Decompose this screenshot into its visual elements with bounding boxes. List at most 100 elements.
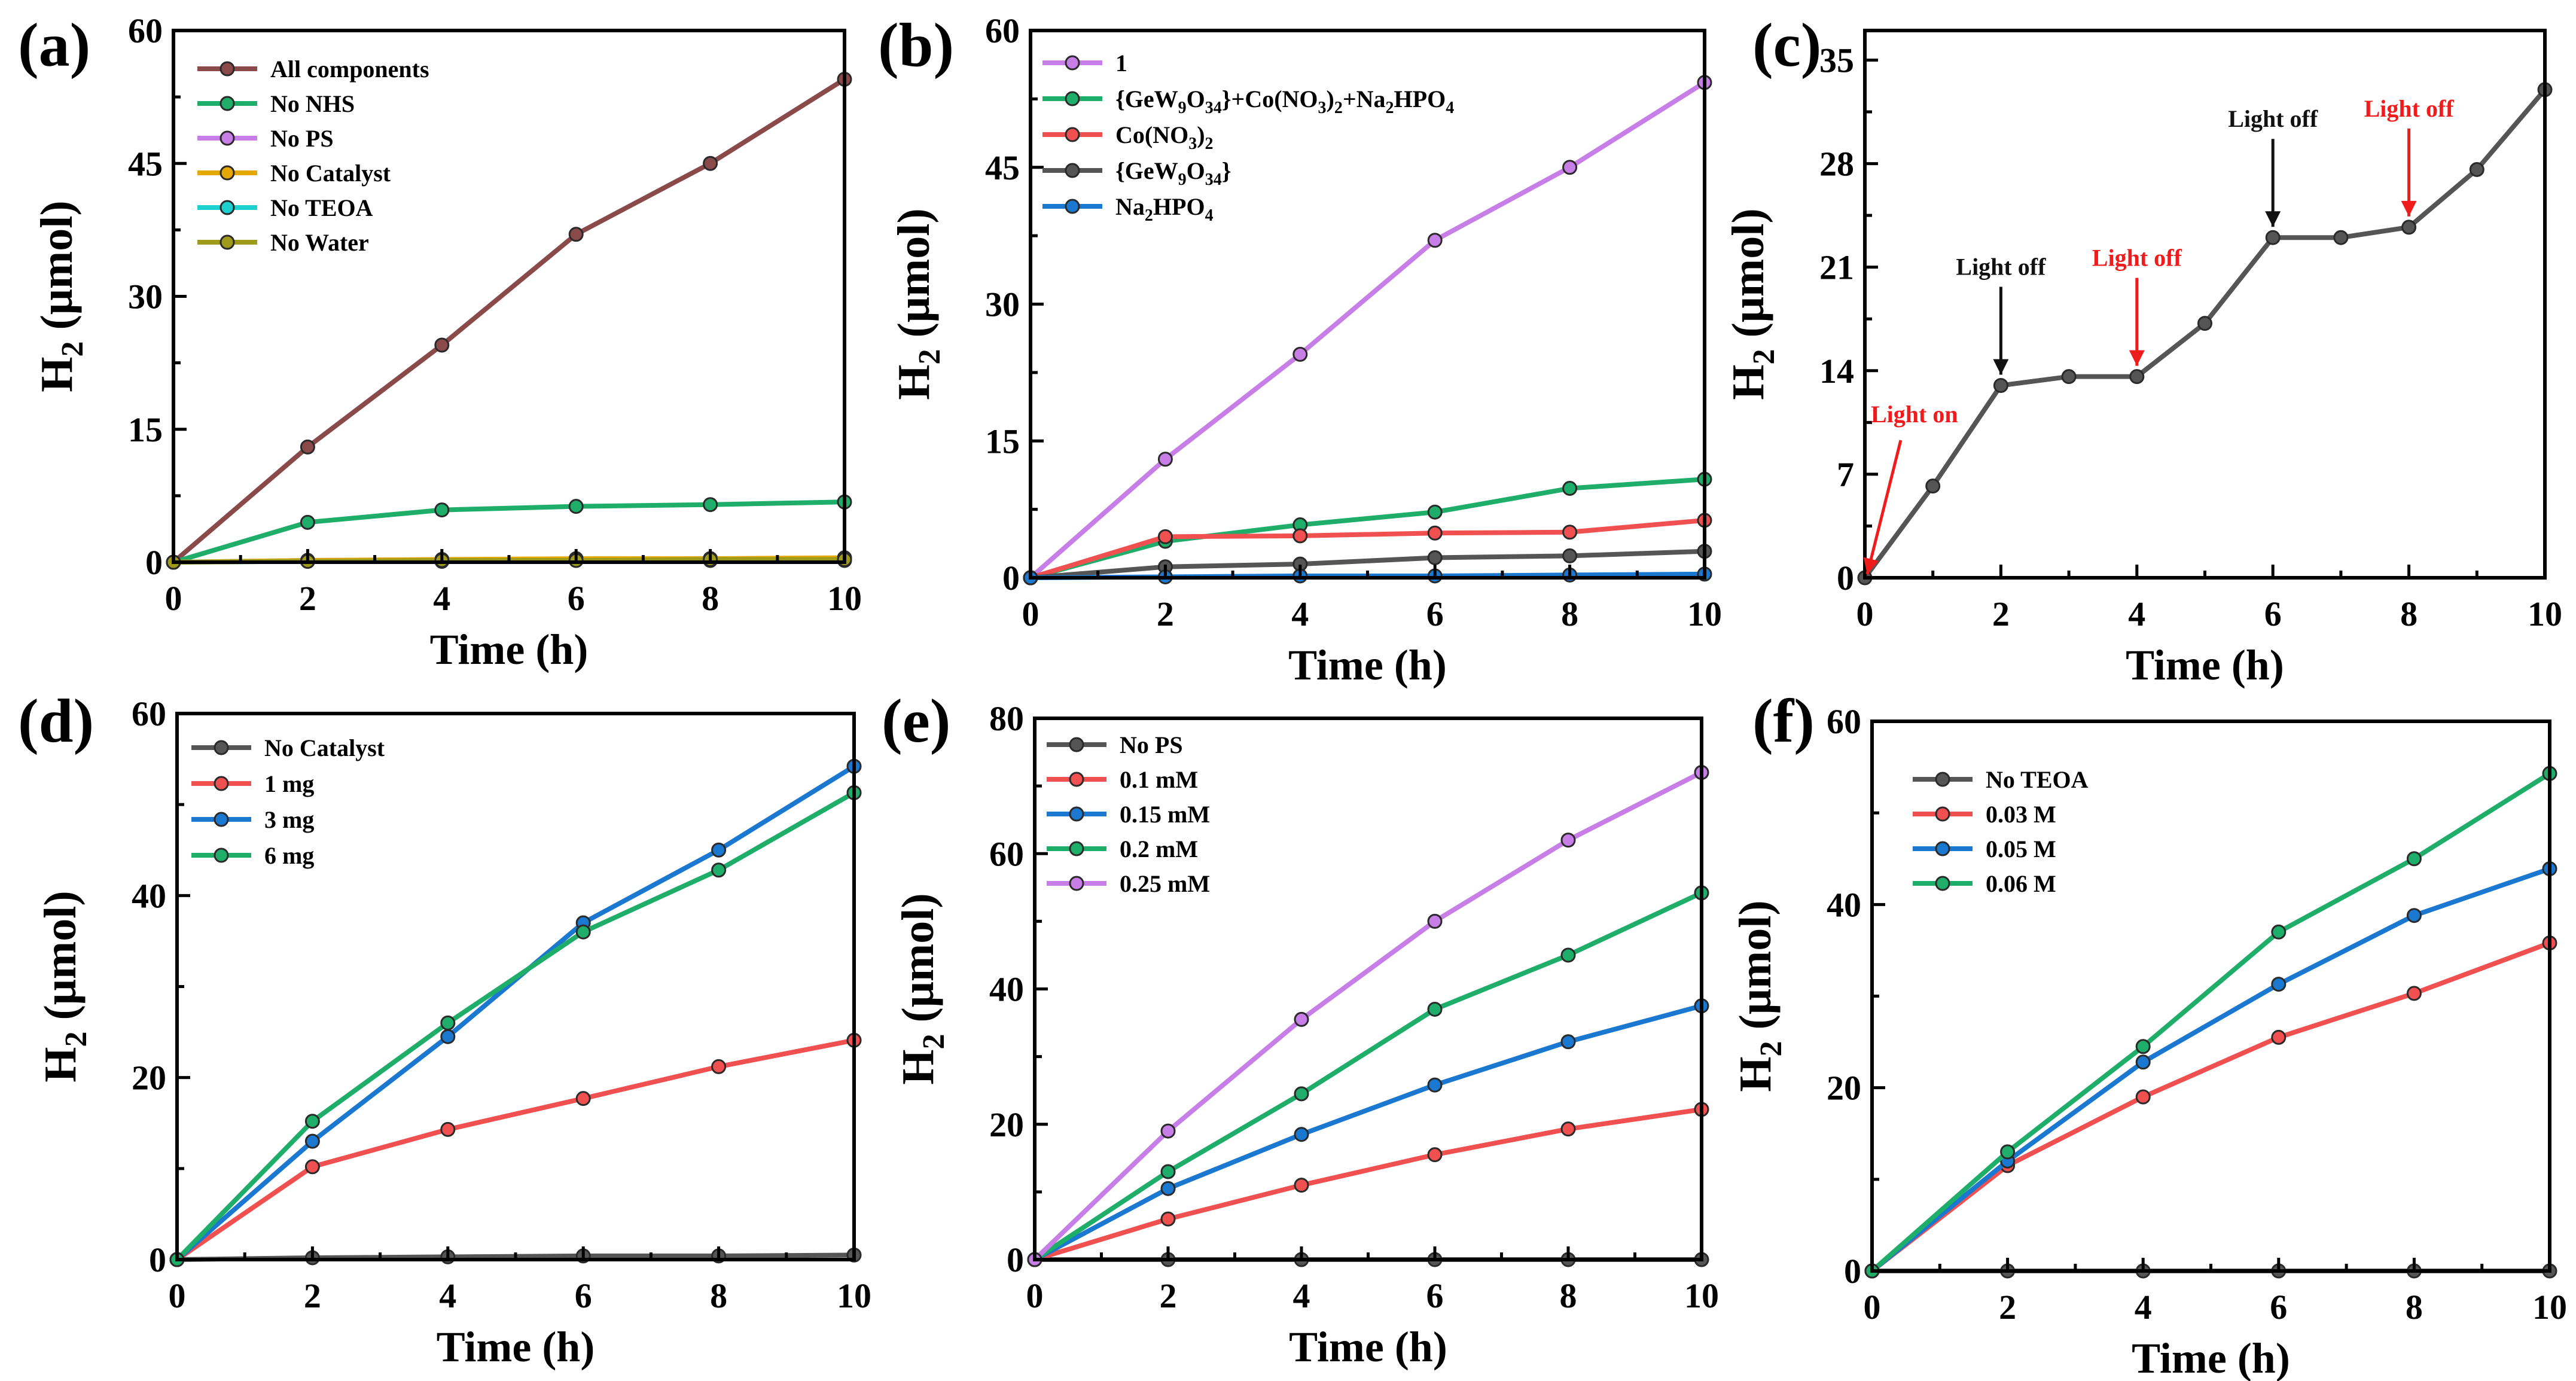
data-point bbox=[2135, 1089, 2151, 1105]
data-point bbox=[1427, 504, 1443, 520]
panel-label: (d) bbox=[18, 687, 94, 755]
legend-label-part: ) bbox=[1197, 121, 1205, 148]
x-tick-label: 0 bbox=[165, 579, 182, 618]
data-point bbox=[1294, 1178, 1309, 1193]
series-line-5 bbox=[1033, 770, 1703, 1261]
y-tick-label: 20 bbox=[989, 1105, 1024, 1144]
data-point bbox=[1562, 525, 1578, 540]
axes-frame bbox=[1029, 29, 1706, 580]
data-point bbox=[300, 514, 315, 530]
legend-swatch-marker bbox=[214, 847, 229, 863]
y-axis-title-subscript: 2 bbox=[913, 349, 947, 365]
legend-label-part: }+Co(NO bbox=[1222, 86, 1318, 112]
legend-swatch-marker bbox=[1065, 91, 1080, 106]
x-tick-label: 2 bbox=[1992, 595, 2010, 633]
legend-swatch-marker bbox=[220, 130, 235, 146]
y-tick-label: 0 bbox=[145, 543, 163, 582]
legend-label-part: Na bbox=[1115, 193, 1145, 220]
legend-label-part: 2 bbox=[1145, 206, 1153, 225]
y-axis-title-main: H bbox=[1730, 1057, 1781, 1092]
y-axis-title-unit: (μmol) bbox=[889, 208, 939, 349]
annotation-label: Light off bbox=[2228, 105, 2318, 132]
legend-swatch-marker bbox=[1069, 737, 1084, 752]
data-point bbox=[1292, 346, 1308, 362]
x-tick-label: 4 bbox=[439, 1276, 456, 1315]
data-point bbox=[1294, 1011, 1309, 1027]
legend-label-part: +Na bbox=[1343, 86, 1386, 112]
y-axis-title-subscript: 2 bbox=[1754, 1041, 1788, 1057]
legend-label: {GeW9O34} bbox=[1115, 157, 1231, 189]
legend-label-part: 9 bbox=[1178, 99, 1187, 117]
legend-label-part: 1 bbox=[1115, 50, 1127, 77]
annotation-label: Light off bbox=[2092, 245, 2182, 272]
legend-label: 0.05 M bbox=[1986, 836, 2056, 862]
x-tick-label: 2 bbox=[304, 1276, 321, 1315]
y-tick-label: 0 bbox=[1002, 559, 1020, 597]
series-line-2 bbox=[1870, 940, 2551, 1273]
data-point bbox=[711, 842, 727, 858]
data-point bbox=[304, 1159, 320, 1175]
legend-label-part: 3 bbox=[1318, 99, 1327, 117]
legend-label: No Catalyst bbox=[270, 160, 391, 187]
x-tick-label: 6 bbox=[1426, 1276, 1444, 1315]
y-tick-label: 40 bbox=[132, 876, 166, 915]
y-tick-label: 15 bbox=[128, 410, 163, 449]
legend-swatch-marker bbox=[214, 776, 229, 791]
y-tick-label: 60 bbox=[989, 834, 1024, 873]
legend-label: {GeW9O34}+Co(NO3)2+Na2HPO4 bbox=[1115, 86, 1454, 117]
series-line-1 bbox=[1029, 80, 1706, 580]
legend-label-part: } bbox=[1222, 157, 1231, 184]
y-tick-label: 60 bbox=[128, 11, 163, 50]
annotation-arrow-head bbox=[2401, 200, 2417, 217]
legend-label: All components bbox=[270, 56, 429, 83]
data-point bbox=[575, 924, 591, 940]
legend-swatch-marker bbox=[220, 200, 235, 215]
x-tick-label: 8 bbox=[702, 579, 719, 618]
x-tick-label: 6 bbox=[2270, 1288, 2287, 1327]
legend-label: 1 bbox=[1115, 50, 1127, 77]
y-tick-label: 0 bbox=[1844, 1252, 1861, 1291]
data-point bbox=[2265, 230, 2281, 245]
data-point bbox=[300, 439, 315, 455]
data-point bbox=[1160, 1181, 1176, 1196]
legend-swatch-marker bbox=[1069, 876, 1084, 891]
y-axis-title-main: H bbox=[893, 1050, 943, 1085]
data-point bbox=[1562, 548, 1578, 563]
x-tick-label: 4 bbox=[1291, 595, 1309, 633]
y-axis-title: H2 (μmol) bbox=[889, 208, 947, 400]
y-axis-title-subscript: 2 bbox=[56, 342, 90, 357]
legend-label: 6 mg bbox=[264, 842, 314, 869]
data-point bbox=[1427, 550, 1443, 565]
y-axis-title: H2 (μmol) bbox=[1723, 208, 1781, 400]
x-tick-label: 2 bbox=[1160, 1276, 1177, 1315]
y-tick-label: 0 bbox=[1837, 559, 1854, 597]
annotation-label: Light on bbox=[1871, 401, 1958, 428]
data-point bbox=[1925, 478, 1941, 494]
legend-label-part: {GeW bbox=[1115, 86, 1178, 112]
y-axis-title-main: H bbox=[889, 365, 939, 400]
x-axis-title: Time (h) bbox=[2126, 641, 2284, 689]
legend-swatch-marker bbox=[1935, 876, 1950, 891]
legend-swatch-marker bbox=[1065, 127, 1080, 142]
data-point bbox=[1560, 1121, 1576, 1137]
y-tick-label: 45 bbox=[128, 144, 163, 183]
data-point bbox=[568, 499, 584, 514]
legend-label-part: HPO bbox=[1394, 86, 1446, 112]
x-tick-label: 10 bbox=[827, 579, 862, 618]
legend-label: No PS bbox=[1120, 731, 1183, 758]
data-point bbox=[1560, 1034, 1576, 1050]
panel-label: (c) bbox=[1752, 11, 1821, 80]
x-tick-label: 0 bbox=[1022, 595, 1039, 633]
legend-label: No NHS bbox=[270, 90, 355, 117]
y-tick-label: 60 bbox=[132, 694, 166, 733]
y-tick-label: 40 bbox=[989, 970, 1024, 1009]
data-point bbox=[434, 502, 450, 518]
data-point bbox=[434, 337, 450, 353]
data-point bbox=[1560, 947, 1576, 963]
data-point bbox=[711, 1059, 727, 1074]
y-tick-label: 40 bbox=[1827, 885, 1861, 924]
y-axis-title: H2 (μmol) bbox=[1730, 900, 1788, 1092]
series-line-2 bbox=[1034, 1106, 1702, 1262]
legend-swatch-marker bbox=[220, 234, 235, 250]
x-tick-label: 4 bbox=[1293, 1276, 1310, 1315]
